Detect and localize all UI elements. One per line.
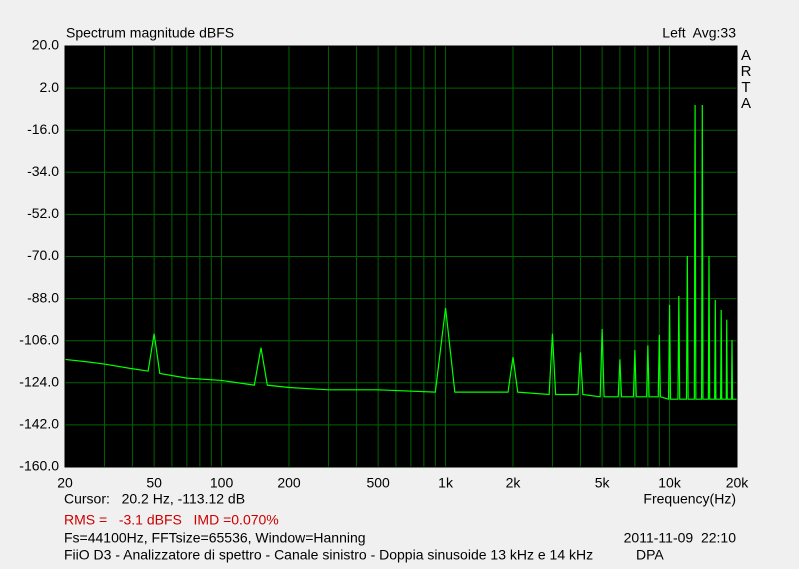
x-tick-label: 500: [366, 475, 390, 491]
y-tick-label: -52.0: [27, 205, 59, 221]
chart-title: Spectrum magnitude dBFS: [66, 25, 234, 41]
y-tick-label: -16.0: [27, 121, 59, 137]
y-tick-label: -142.0: [19, 416, 59, 432]
y-tick-label: -70.0: [27, 247, 59, 263]
settings: Fs=44100Hz, FFTsize=65536, Window=Hannin…: [64, 530, 366, 546]
timestamp: 2011-11-09 22:10: [624, 530, 737, 546]
y-tick-label: -34.0: [27, 163, 59, 179]
x-tick-label: 5k: [595, 475, 611, 491]
x-tick-label: 100: [210, 475, 234, 491]
x-tick-label: 2k: [506, 475, 522, 491]
cursor-readout: Cursor: 20.2 Hz, -113.12 dB: [64, 491, 245, 507]
description: FiiO D3 - Analizzatore di spettro - Cana…: [64, 547, 593, 563]
spectrum-line: [65, 104, 737, 400]
x-tick-label: 20k: [726, 475, 750, 491]
x-tick-label: 10k: [658, 475, 682, 491]
plot-border: [64, 45, 738, 468]
y-tick-label: 20.0: [32, 37, 59, 53]
y-tick-label: 2.0: [40, 79, 60, 95]
tag: DPA: [636, 547, 664, 563]
x-tick-label: 200: [277, 475, 301, 491]
y-tick-label: -88.0: [27, 289, 59, 305]
x-tick-label: 1k: [438, 475, 454, 491]
rms-imd: RMS = -3.1 dBFS IMD =0.070%: [64, 512, 279, 528]
x-tick-label: 20: [57, 475, 73, 491]
y-tick-label: -160.0: [19, 458, 59, 474]
y-tick-label: -106.0: [19, 331, 59, 347]
x-axis-label: Frequency(Hz): [643, 491, 736, 507]
y-tick-label: -124.0: [19, 374, 59, 390]
channel-info: Left Avg:33: [662, 25, 736, 41]
x-tick-label: 50: [146, 475, 162, 491]
